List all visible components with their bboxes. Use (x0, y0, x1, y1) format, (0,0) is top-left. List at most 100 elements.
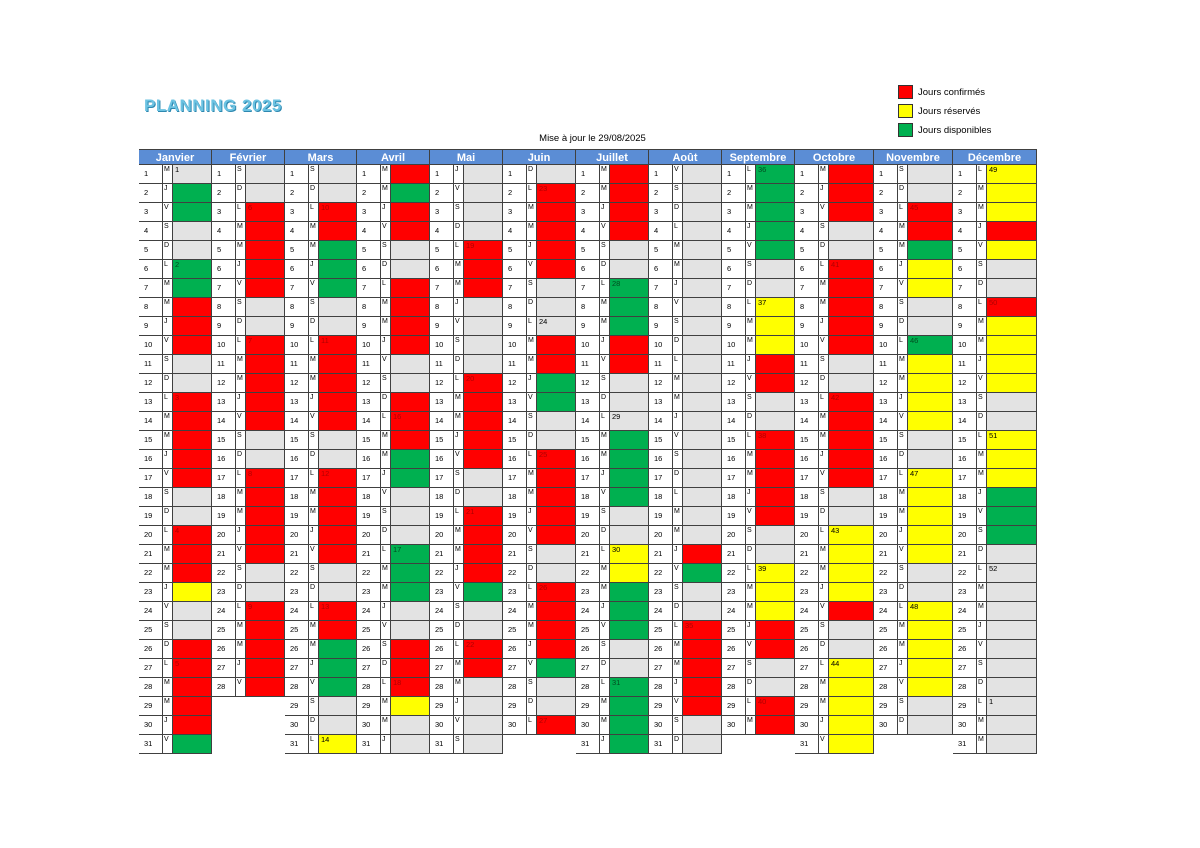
day-of-week: D (527, 165, 537, 183)
day-of-week: D (236, 317, 246, 335)
day-number: 27 (503, 659, 527, 677)
day-of-week: M (163, 165, 173, 183)
day-status (246, 621, 284, 639)
day-of-week: M (163, 564, 173, 582)
day-of-week: S (527, 279, 537, 297)
day-number: 9 (503, 317, 527, 335)
day-of-week: M (746, 583, 756, 601)
day-number: 11 (503, 355, 527, 373)
day-number: 13 (722, 393, 746, 411)
day-status: 3 (173, 393, 211, 411)
day-row: 12 J (503, 374, 576, 393)
day-status (829, 488, 873, 506)
day-of-week: S (746, 526, 756, 544)
day-status (391, 716, 429, 734)
day-of-week: S (236, 431, 246, 449)
day-row: 19 L 21 (430, 507, 503, 526)
day-number: 3 (285, 203, 309, 221)
day-of-week: M (309, 222, 319, 240)
day-number: 9 (953, 317, 977, 335)
day-status (908, 260, 952, 278)
day-number: 24 (649, 602, 673, 620)
day-of-week: S (163, 222, 173, 240)
day-row: 29 M (576, 697, 649, 716)
day-row: 14 V (874, 412, 953, 431)
day-number: 8 (357, 298, 381, 316)
month-header: Janvier (139, 149, 212, 165)
day-number: 7 (953, 279, 977, 297)
day-number: 8 (430, 298, 454, 316)
day-of-week: V (819, 602, 829, 620)
day-number: 2 (576, 184, 600, 202)
day-row: 8 L 50 (953, 298, 1037, 317)
day-of-week: J (454, 697, 464, 715)
day-status (610, 355, 648, 373)
day-of-week: M (236, 488, 246, 506)
day-number: 6 (722, 260, 746, 278)
day-of-week: J (381, 602, 391, 620)
day-status (319, 279, 356, 297)
day-number: 14 (576, 412, 600, 430)
day-status (537, 241, 575, 259)
day-of-week: V (746, 241, 756, 259)
day-row: 17 M (722, 469, 795, 488)
day-of-week: L (746, 564, 756, 582)
day-number: 27 (285, 659, 309, 677)
day-row: 16 M (953, 450, 1037, 469)
month-header: Août (649, 149, 722, 165)
day-of-week: D (673, 203, 683, 221)
day-status (987, 336, 1036, 354)
day-number: 8 (649, 298, 673, 316)
day-of-week: M (600, 583, 610, 601)
day-of-week: D (527, 431, 537, 449)
day-row: 12 L 20 (430, 374, 503, 393)
month-column: Décembre 1 L 49 2 M 3 M 4 J 5 V 6 S 7 D 8 L 50 9 M 10 M 11 J 12 V 1… (953, 149, 1037, 754)
day-status (464, 260, 502, 278)
day-status (464, 279, 502, 297)
day-status (464, 412, 502, 430)
day-number: 26 (139, 640, 163, 658)
day-row: 21 M (795, 545, 874, 564)
day-of-week: M (819, 697, 829, 715)
day-of-week: D (163, 507, 173, 525)
day-row: 31 V (139, 735, 212, 754)
day-row: 17 V (795, 469, 874, 488)
day-status (464, 735, 502, 753)
day-number: 19 (139, 507, 163, 525)
legend-label: Jours confirmés (918, 86, 986, 98)
day-number: 20 (139, 526, 163, 544)
day-number: 13 (212, 393, 236, 411)
day-status: 7 (246, 336, 284, 354)
day-number: 31 (953, 735, 977, 753)
day-of-week: M (600, 716, 610, 734)
day-number: 29 (649, 697, 673, 715)
day-status: 50 (987, 298, 1036, 316)
day-number: 20 (357, 526, 381, 544)
day-of-week: L (236, 602, 246, 620)
day-number: 6 (357, 260, 381, 278)
day-status (756, 488, 794, 506)
day-row: 12 M (874, 374, 953, 393)
day-status (319, 165, 356, 183)
day-number: 28 (874, 678, 898, 696)
day-status: 49 (987, 165, 1036, 183)
day-row: 11 M (874, 355, 953, 374)
day-number: 25 (139, 621, 163, 639)
day-status (173, 203, 211, 221)
day-status (173, 545, 211, 563)
day-row: 25 M (874, 621, 953, 640)
day-of-week: J (600, 735, 610, 753)
day-number: 14 (953, 412, 977, 430)
day-row: 10 L 7 (212, 336, 285, 355)
day-status (756, 545, 794, 563)
day-of-week: V (977, 241, 987, 259)
day-of-week: V (454, 184, 464, 202)
day-status: 1 (173, 165, 211, 183)
day-status (391, 621, 429, 639)
day-row: 25 V (357, 621, 430, 640)
day-of-week: J (381, 735, 391, 753)
